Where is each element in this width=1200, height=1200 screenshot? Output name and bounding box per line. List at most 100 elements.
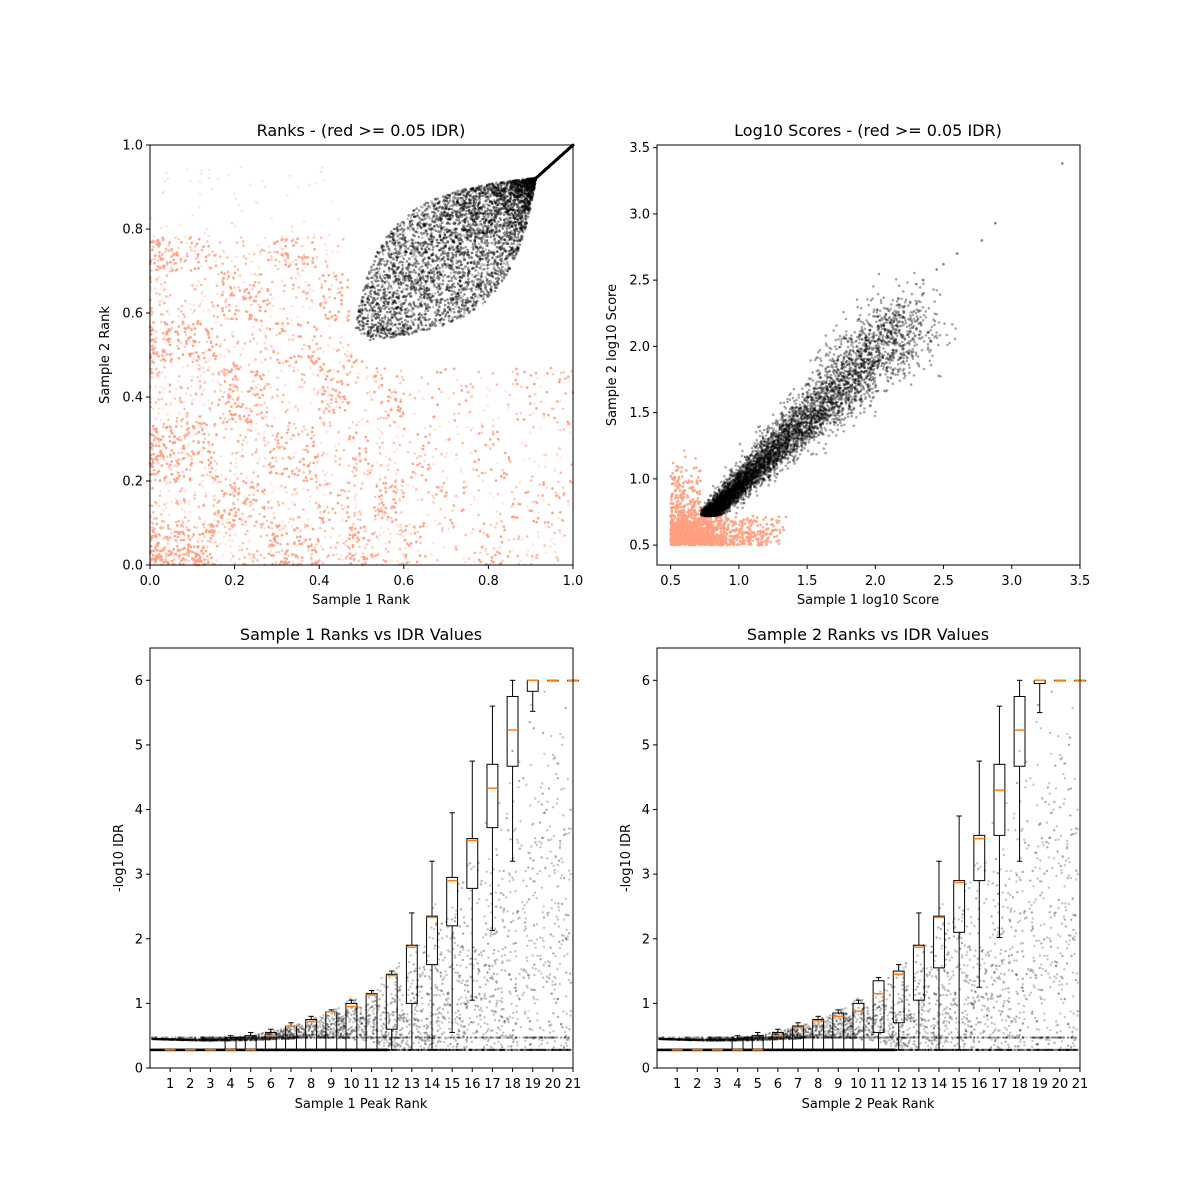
scatter-point bbox=[202, 523, 205, 526]
scatter-point bbox=[258, 309, 262, 313]
scatter-point bbox=[169, 261, 172, 264]
scatter-point bbox=[347, 489, 351, 493]
scatter-point bbox=[199, 364, 202, 368]
scatter-point bbox=[484, 547, 487, 551]
scatter-point bbox=[398, 547, 402, 551]
scatter-point bbox=[275, 460, 278, 463]
scatter-point bbox=[406, 450, 410, 454]
scatter-point bbox=[257, 432, 261, 436]
scatter-point bbox=[177, 237, 180, 241]
scatter-point bbox=[295, 535, 299, 539]
scatter-point bbox=[185, 392, 188, 396]
scatter-point bbox=[371, 556, 375, 559]
scatter-point bbox=[346, 278, 350, 282]
scatter-point bbox=[225, 297, 228, 301]
scatter-point bbox=[325, 482, 329, 486]
scatter-point bbox=[292, 366, 296, 369]
scatter-point bbox=[271, 396, 275, 399]
scatter-point bbox=[183, 345, 187, 349]
scatter-point bbox=[473, 498, 476, 502]
scatter-point bbox=[391, 505, 394, 508]
scatter-point bbox=[271, 490, 274, 494]
scatter-point bbox=[292, 333, 295, 337]
scatter-point bbox=[188, 455, 191, 458]
scatter-point bbox=[376, 513, 380, 516]
scatter-point bbox=[498, 552, 502, 555]
scatter-point bbox=[329, 535, 333, 538]
scatter-point bbox=[205, 423, 208, 427]
scatter-point bbox=[442, 481, 446, 485]
scatter-point bbox=[292, 456, 295, 459]
scatter-point bbox=[426, 468, 430, 471]
scatter-point bbox=[150, 534, 154, 538]
scatter-point bbox=[306, 236, 310, 239]
scatter-point bbox=[342, 367, 346, 370]
scatter-point bbox=[180, 507, 184, 511]
scatter-point bbox=[290, 318, 294, 322]
scatter-point bbox=[320, 545, 323, 548]
scatter-point bbox=[188, 510, 192, 514]
scatter-point bbox=[512, 537, 516, 541]
scatter-point bbox=[376, 417, 380, 421]
scatter-point bbox=[206, 555, 209, 558]
scatter-point bbox=[255, 413, 259, 417]
scatter-point bbox=[154, 337, 158, 340]
scatter-point bbox=[155, 268, 158, 272]
scatter-point bbox=[206, 240, 209, 243]
scatter-point bbox=[197, 340, 201, 344]
scatter-point bbox=[209, 540, 212, 543]
scatter-point bbox=[528, 457, 531, 460]
scatter-point bbox=[298, 535, 302, 538]
scatter-point bbox=[304, 448, 308, 452]
scatter-point bbox=[202, 245, 206, 249]
scatter-point bbox=[197, 505, 201, 509]
scatter-point bbox=[529, 431, 532, 434]
scatter-point bbox=[158, 303, 161, 307]
scatter-point bbox=[231, 397, 235, 401]
scatter-point bbox=[216, 403, 220, 407]
scatter-point bbox=[202, 504, 206, 507]
scatter-point bbox=[413, 452, 416, 455]
scatter-point bbox=[489, 523, 493, 527]
scatter-point bbox=[301, 430, 304, 433]
scatter-point bbox=[150, 504, 154, 508]
scatter-point bbox=[442, 495, 446, 498]
scatter-point bbox=[431, 455, 435, 458]
scatter-point bbox=[313, 350, 317, 353]
scatter-point bbox=[303, 523, 307, 527]
scatter-point bbox=[261, 522, 265, 526]
scatter-point bbox=[266, 441, 270, 444]
scatter-point bbox=[346, 496, 350, 500]
scatter-point bbox=[270, 527, 274, 530]
scatter-point bbox=[193, 249, 197, 253]
scatter-point bbox=[302, 540, 306, 544]
scatter-point bbox=[236, 340, 240, 343]
scatter-point bbox=[201, 479, 204, 483]
scatter-point bbox=[207, 561, 210, 564]
scatter-point bbox=[227, 275, 231, 278]
scatter-point bbox=[306, 433, 309, 436]
scatter-point bbox=[249, 500, 252, 504]
scatter-point bbox=[378, 436, 381, 440]
scatter-point bbox=[275, 376, 278, 379]
scatter-point bbox=[387, 395, 390, 399]
scatter-point bbox=[181, 470, 184, 474]
scatter-point bbox=[175, 459, 178, 463]
scatter-point bbox=[204, 360, 208, 364]
scatter-point bbox=[408, 560, 411, 564]
scatter-point bbox=[552, 407, 555, 411]
scatter-point bbox=[379, 526, 383, 529]
scatter-point bbox=[506, 403, 510, 406]
scatter-point bbox=[154, 417, 157, 421]
scatter-point bbox=[202, 403, 205, 406]
scatter-point bbox=[295, 360, 298, 364]
scatter-point bbox=[260, 361, 264, 365]
scatter-point bbox=[193, 426, 196, 430]
scatter-point bbox=[328, 518, 331, 522]
scatter-point bbox=[180, 304, 184, 308]
scatter-point bbox=[276, 352, 280, 355]
scatter-point bbox=[320, 283, 324, 287]
scatter-point bbox=[398, 499, 402, 502]
scatter-point bbox=[325, 430, 329, 434]
scatter-point bbox=[325, 249, 329, 252]
